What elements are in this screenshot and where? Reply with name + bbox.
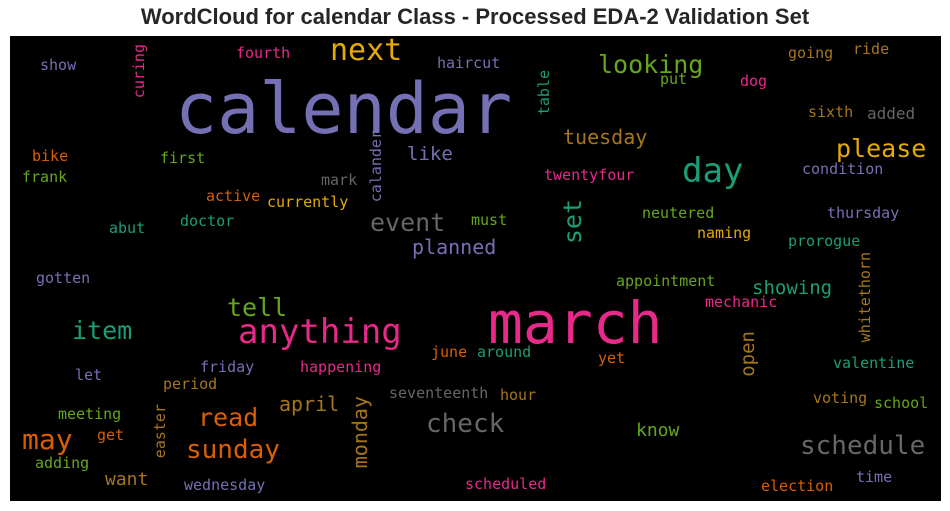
word-open: open <box>737 331 759 377</box>
word-item: item <box>72 316 133 345</box>
word-showing: showing <box>752 277 833 299</box>
word-whitethorn: whitethorn <box>856 252 874 343</box>
word-active: active <box>206 187 261 205</box>
word-condition: condition <box>802 160 884 178</box>
word-yet: yet <box>598 349 626 367</box>
word-valentine: valentine <box>833 354 915 372</box>
word-abut: abut <box>109 219 146 237</box>
word-adding: adding <box>35 454 90 472</box>
word-curing: curing <box>130 44 148 99</box>
word-may: may <box>22 423 73 456</box>
word-meeting: meeting <box>58 405 122 423</box>
word-appointment: appointment <box>616 272 716 290</box>
word-set: set <box>558 199 587 245</box>
word-june: june <box>431 343 468 361</box>
word-currently: currently <box>267 193 349 211</box>
word-next: next <box>330 36 403 68</box>
word-put: put <box>660 70 688 88</box>
word-fourth: fourth <box>236 44 291 62</box>
word-haircut: haircut <box>437 54 501 72</box>
word-added: added <box>867 104 916 123</box>
word-calendar: calendar <box>175 68 513 150</box>
word-neutered: neutered <box>642 204 715 222</box>
word-day: day <box>682 151 744 191</box>
word-gotten: gotten <box>36 269 91 287</box>
word-know: know <box>636 420 680 441</box>
word-calander: calander <box>367 130 385 203</box>
word-planned: planned <box>412 235 497 259</box>
word-mark: mark <box>321 171 358 189</box>
word-table: table <box>535 70 553 116</box>
word-please: please <box>836 134 927 163</box>
word-march: march <box>488 289 663 357</box>
word-looking: looking <box>598 50 704 79</box>
word-event: event <box>370 208 446 237</box>
word-prorogue: prorogue <box>788 232 861 250</box>
word-easter: easter <box>151 404 169 459</box>
word-naming: naming <box>697 224 752 242</box>
word-ride: ride <box>853 40 890 58</box>
word-read: read <box>198 403 259 432</box>
word-twentyfour: twentyfour <box>544 166 635 184</box>
word-mechanic: mechanic <box>705 293 778 311</box>
word-april: april <box>279 392 340 416</box>
word-happening: happening <box>300 358 382 376</box>
word-around: around <box>477 343 532 361</box>
word-get: get <box>97 426 125 444</box>
word-sunday: sunday <box>186 435 280 465</box>
word-first: first <box>160 149 206 167</box>
word-election: election <box>761 477 834 495</box>
word-monday: monday <box>348 396 372 469</box>
word-wednesday: wednesday <box>184 476 266 494</box>
word-tell: tell <box>227 293 288 322</box>
word-show: show <box>40 56 77 74</box>
word-tuesday: tuesday <box>563 125 648 149</box>
word-period: period <box>163 375 218 393</box>
word-friday: friday <box>200 358 255 376</box>
word-schedule: schedule <box>800 431 926 461</box>
word-going: going <box>788 44 834 62</box>
word-frank: frank <box>22 168 68 186</box>
word-let: let <box>75 366 103 384</box>
word-check: check <box>426 409 505 439</box>
chart-title: WordCloud for calendar Class - Processed… <box>140 4 810 29</box>
word-time: time <box>856 468 893 486</box>
word-bike: bike <box>32 147 69 165</box>
word-anything: anything <box>238 312 402 352</box>
word-want: want <box>105 469 149 490</box>
word-thursday: thursday <box>827 204 900 222</box>
word-must: must <box>471 211 508 229</box>
word-sixth: sixth <box>808 103 854 121</box>
word-doctor: doctor <box>180 212 235 230</box>
word-scheduled: scheduled <box>465 475 547 493</box>
word-seventeenth: seventeenth <box>389 384 489 402</box>
word-school: school <box>874 394 929 412</box>
word-hour: hour <box>500 386 537 404</box>
word-like: like <box>407 143 453 165</box>
word-voting: voting <box>813 389 868 407</box>
word-cloud: calendar march next day anything looking… <box>10 36 941 501</box>
word-dog: dog <box>740 72 768 90</box>
